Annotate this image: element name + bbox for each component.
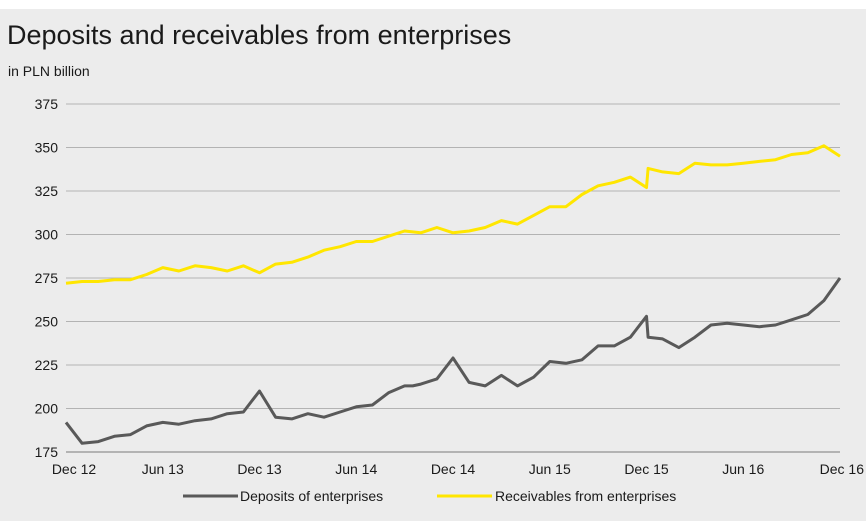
x-tick-label: Jun 13 — [142, 461, 184, 477]
y-axis-tick-labels: 175 200 225 250 275 300 325 350 375 — [35, 96, 59, 460]
y-tick-label: 325 — [35, 183, 59, 199]
y-tick-label: 200 — [35, 401, 59, 417]
chart-subtitle: in PLN billion — [8, 63, 90, 79]
legend-label: Receivables from enterprises — [495, 488, 676, 504]
y-tick-label: 175 — [35, 444, 59, 460]
y-tick-label: 300 — [35, 227, 59, 243]
x-tick-label: Jun 15 — [529, 461, 571, 477]
x-tick-label: Dec 12 — [52, 461, 97, 477]
x-tick-label: Dec 15 — [624, 461, 669, 477]
x-tick-label: Jun 16 — [722, 461, 764, 477]
receivables-series-line — [65, 144, 841, 285]
series-lines — [64, 144, 842, 445]
deposits-series-line — [64, 277, 842, 445]
x-tick-label: Dec 13 — [237, 461, 282, 477]
y-tick-label: 275 — [35, 270, 59, 286]
y-tick-label: 250 — [35, 314, 59, 330]
x-tick-label: Jun 14 — [335, 461, 377, 477]
y-tick-label: 375 — [35, 96, 59, 112]
y-tick-label: 350 — [35, 140, 59, 156]
grid-lines — [66, 103, 840, 453]
x-tick-label: Dec 16 — [820, 461, 865, 477]
y-tick-label: 225 — [35, 357, 59, 373]
chart-panel — [0, 9, 866, 521]
chart-title: Deposits and receivables from enterprise… — [7, 20, 512, 50]
x-tick-label: Dec 14 — [431, 461, 476, 477]
legend-label: Deposits of enterprises — [240, 488, 383, 504]
legend: Deposits of enterprises Receivables from … — [183, 488, 676, 504]
x-axis-tick-labels: Dec 12 Jun 13 Dec 13 Jun 14 Dec 14 Jun 15 Dec … — [52, 461, 864, 477]
